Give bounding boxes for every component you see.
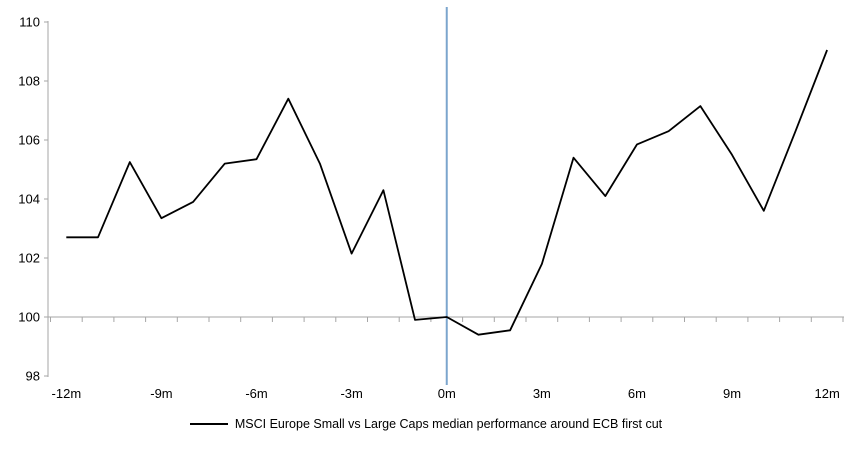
x-tick-label: -6m (245, 386, 267, 401)
y-tick-label: 100 (18, 310, 40, 325)
x-tick-label: -9m (150, 386, 172, 401)
y-tick-label: 110 (19, 15, 40, 30)
y-tick-label: 104 (18, 192, 40, 207)
y-tick-label: 108 (18, 74, 40, 89)
series-line (66, 49, 828, 336)
y-tick-label: 102 (18, 251, 40, 266)
x-tick-label: 6m (628, 386, 646, 401)
y-axis: 98 100 102 104 106 108 110 (18, 15, 49, 384)
y-tick-label: 106 (18, 133, 40, 148)
legend-line-swatch (189, 423, 228, 425)
x-tick-label: -3m (340, 386, 362, 401)
x-tick-label: 12m (815, 386, 840, 401)
y-tick-label: 98 (26, 369, 40, 384)
x-tick-label: 3m (533, 386, 551, 401)
legend-label: MSCI Europe Small vs Large Caps median p… (234, 417, 663, 431)
chart-legend: MSCI Europe Small vs Large Caps median p… (0, 417, 852, 431)
x-tick-label: 0m (438, 386, 456, 401)
x-tick-label: 9m (723, 386, 741, 401)
x-tick-label: -12m (52, 386, 82, 401)
